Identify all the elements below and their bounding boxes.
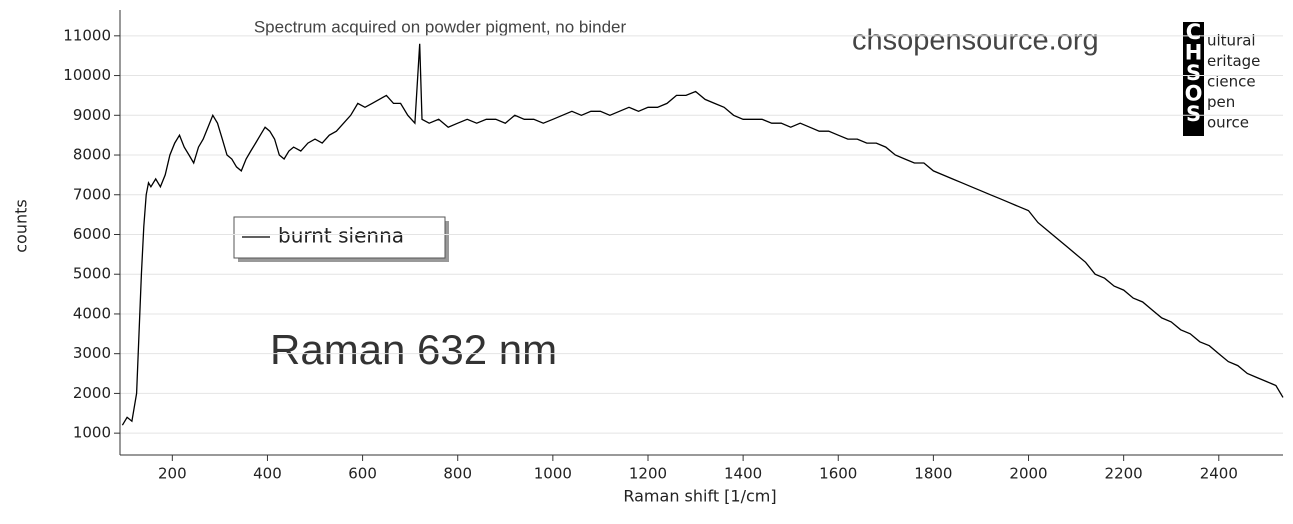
y-tick-label: 4000: [73, 304, 111, 322]
chart-label: Raman 632 nm: [270, 326, 557, 373]
y-tick-label: 2000: [73, 384, 111, 402]
logo-word: pen: [1207, 93, 1235, 111]
x-tick-label: 200: [158, 465, 187, 483]
y-tick-label: 6000: [73, 225, 111, 243]
legend: burnt sienna: [233, 216, 449, 262]
logo-word: ource: [1207, 114, 1249, 132]
x-tick-label: 800: [443, 465, 472, 483]
x-axis-title: Raman shift [1/cm]: [623, 487, 776, 506]
x-tick-label: 2400: [1200, 465, 1238, 483]
x-tick-label: 2000: [1009, 465, 1047, 483]
x-tick-label: 600: [348, 465, 377, 483]
x-tick-label: 400: [253, 465, 282, 483]
watermark: chsopensource.org: [852, 25, 1099, 57]
x-tick-label: 1200: [629, 465, 667, 483]
x-tick-label: 1000: [534, 465, 572, 483]
logo-letter: S: [1186, 61, 1201, 85]
logo-letter: H: [1185, 41, 1203, 65]
y-tick-label: 8000: [73, 146, 111, 164]
y-tick-label: 3000: [73, 344, 111, 362]
y-axis-title: counts: [12, 199, 31, 252]
logo-word: eritage: [1207, 52, 1260, 70]
y-tick-label: 5000: [73, 265, 111, 283]
x-tick-label: 1800: [914, 465, 952, 483]
y-tick-label: 1000: [73, 424, 111, 442]
logo-letter: C: [1186, 20, 1201, 44]
logo-word: cience: [1207, 73, 1256, 91]
y-tick-label: 9000: [73, 106, 111, 124]
x-tick-label: 2200: [1105, 465, 1143, 483]
logo-letter: O: [1185, 82, 1203, 106]
logo-word: ultural: [1207, 32, 1256, 50]
y-tick-label: 11000: [63, 26, 111, 44]
logo-letter: S: [1186, 102, 1201, 126]
y-tick-label: 7000: [73, 185, 111, 203]
spectrum-line: [121, 43, 1284, 426]
x-tick-label: 1400: [724, 465, 762, 483]
x-tick-label: 1600: [819, 465, 857, 483]
legend-label: burnt sienna: [278, 224, 404, 248]
logo-bar: [1183, 22, 1204, 136]
y-tick-label: 10000: [63, 66, 111, 84]
annotation: Spectrum acquired on powder pigment, no …: [254, 17, 627, 36]
